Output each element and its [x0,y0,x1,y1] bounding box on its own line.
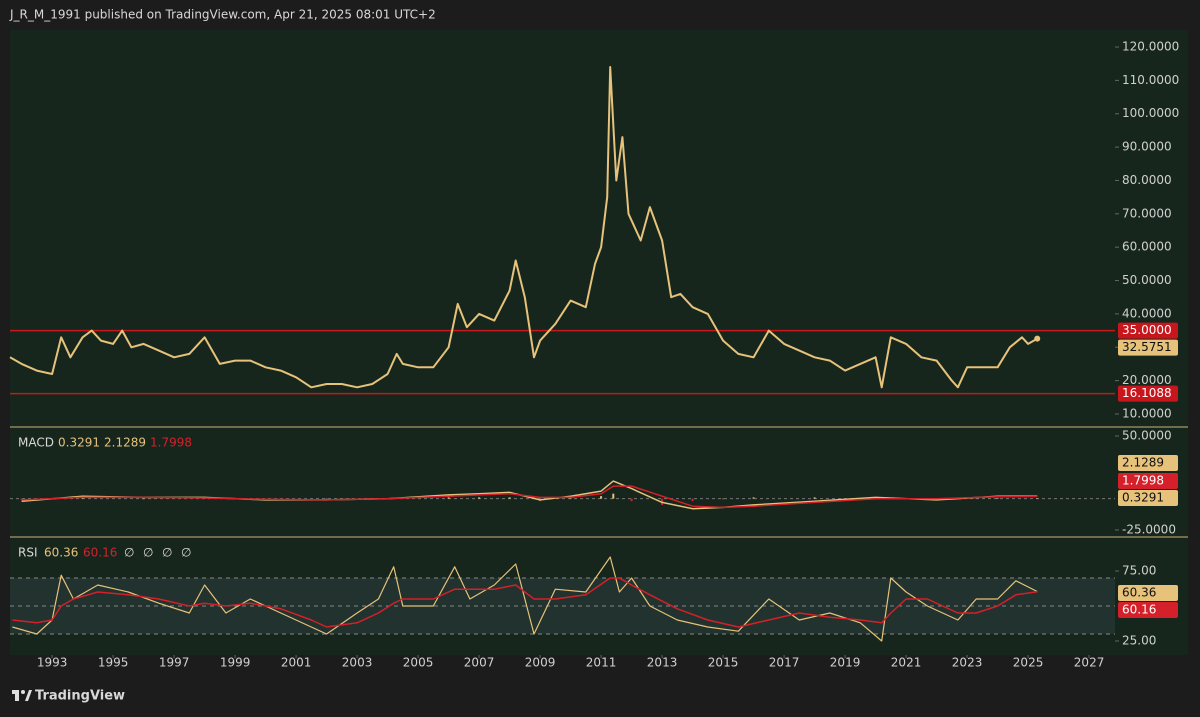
x-tick-label: 2013 [647,656,678,670]
x-tick-label: 1997 [159,656,190,670]
x-tick-label: 2005 [403,656,434,670]
price-label: 2.1289 [1122,456,1164,470]
histogram-bar [478,497,481,499]
histogram-bar [722,498,725,500]
x-tick-label: 2017 [769,656,800,670]
y-tick-label: 120.0000 [1122,40,1179,54]
x-tick-label: 2007 [464,656,495,670]
footer-brand: TradingView [35,689,125,704]
price-label-box [1118,473,1178,489]
price-label: 0.3291 [1122,491,1164,505]
legend-empty: ∅ [181,546,191,560]
x-tick-label: 1995 [98,656,129,670]
x-tick-label: 2003 [342,656,373,670]
price-label: 16.1088 [1122,386,1172,400]
histogram-bar [508,497,511,499]
x-tick-label: 2009 [525,656,556,670]
tradingview-logo [12,690,32,701]
y-tick-label: 70.0000 [1122,206,1172,220]
y-tick-label: 20.0000 [1122,373,1172,387]
x-tick-label: 2027 [1074,656,1105,670]
price-label-box [1118,455,1178,471]
series-line [9,66,1038,389]
price-label-box [1118,339,1178,356]
y-tick-label: 40.0000 [1122,306,1172,320]
histogram-bar [325,498,328,500]
legend-value: 0.3291 [58,436,100,450]
publish-info: J_R_M_1991 published on TradingView.com,… [9,8,436,22]
price-label-box [1118,602,1178,618]
legend-value: 1.7998 [150,436,192,450]
x-tick-label: 1999 [220,656,251,670]
price-label: 60.16 [1122,603,1156,617]
histogram-bar [447,497,450,499]
legend-value: 60.16 [83,546,117,560]
y-tick-label: 75.00 [1122,564,1156,578]
histogram-bar [142,498,145,500]
histogram-bar [813,497,816,499]
price-label: 35.0000 [1122,323,1172,337]
price-label: 60.36 [1122,586,1156,600]
pane-title: MACD [18,436,54,450]
y-tick-label: 10.0000 [1122,406,1172,420]
y-tick-label: 80.0000 [1122,173,1172,187]
price-label-box [1118,322,1178,339]
series-line [12,577,1038,628]
histogram-bar [612,493,615,499]
legend-value: 2.1289 [104,436,146,450]
price-label: 1.7998 [1122,474,1164,488]
x-tick-label: 2001 [281,656,312,670]
histogram-bar [630,498,633,502]
price-label-box [1118,385,1178,402]
x-tick-label: 1993 [37,656,68,670]
price-label: 32.5751 [1122,340,1172,354]
x-tick-label: 2025 [1013,656,1044,670]
x-tick-label: 2011 [586,656,617,670]
y-tick-label: 60.0000 [1122,240,1172,254]
x-tick-label: 2019 [830,656,861,670]
last-point [1034,335,1041,342]
x-tick-label: 2015 [708,656,739,670]
legend-empty: ∅ [124,546,134,560]
x-tick-label: 2021 [891,656,922,670]
legend-value: 60.36 [44,546,78,560]
legend-empty: ∅ [162,546,172,560]
y-tick-label: 50.0000 [1122,429,1172,443]
pane-title: RSI [18,546,38,560]
histogram-bar [752,497,755,499]
histogram-bar [996,498,999,499]
histogram-bar [1036,498,1039,499]
y-tick-label: 90.0000 [1122,140,1172,154]
x-tick-label: 2023 [952,656,983,670]
price-label-box [1118,585,1178,601]
y-tick-label: 25.00 [1122,634,1156,648]
y-tick-label: 50.0000 [1122,273,1172,287]
y-tick-label: 110.0000 [1122,73,1179,87]
series-line [21,485,1038,509]
price-label-box [1118,490,1178,506]
legend-empty: ∅ [143,546,153,560]
histogram-bar [691,498,694,502]
y-tick-label: 100.0000 [1122,106,1179,120]
chart-panel [10,30,1188,655]
y-tick-label: -25.0000 [1122,522,1176,536]
histogram-bar [600,496,603,499]
